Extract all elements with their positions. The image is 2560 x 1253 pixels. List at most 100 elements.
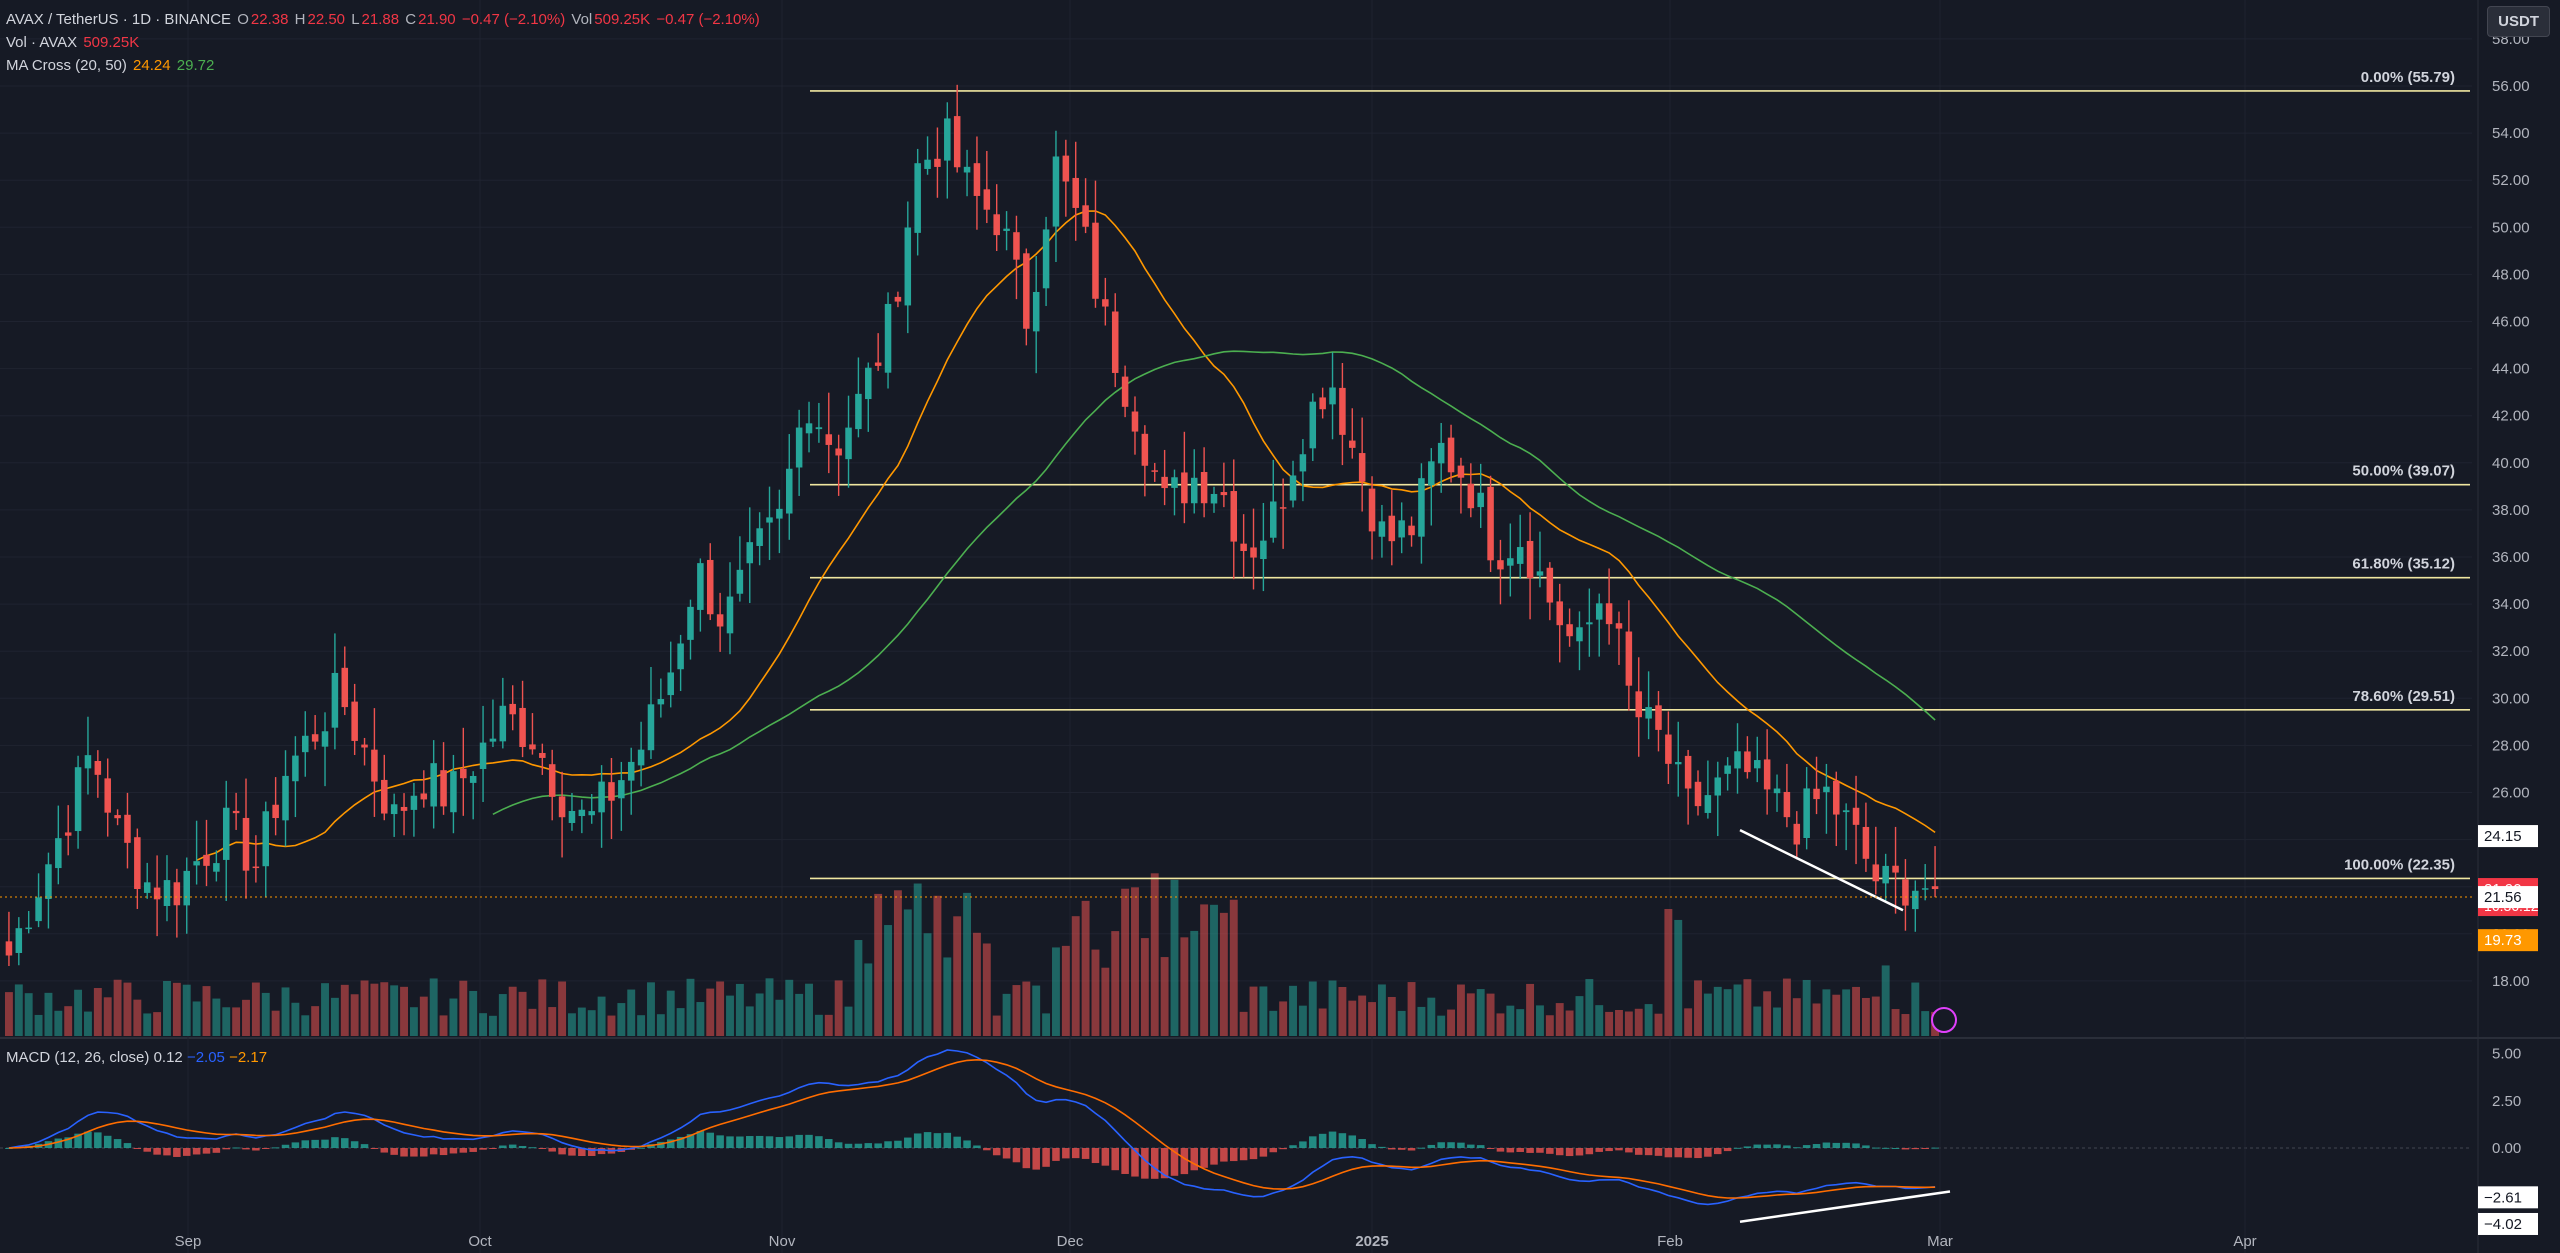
- price-tick-label: 26.00: [2492, 785, 2530, 802]
- volume-bar: [893, 890, 902, 1036]
- macd-histogram-bar: [1605, 1148, 1613, 1152]
- volume-bar: [1131, 887, 1139, 1036]
- macd-histogram-bar: [439, 1148, 448, 1156]
- macd-histogram-bar: [894, 1140, 902, 1148]
- candle-body: [292, 755, 299, 782]
- volume-bar: [54, 1010, 63, 1036]
- macd-histogram-bar: [143, 1148, 151, 1152]
- volume-bar: [686, 978, 695, 1036]
- symbol-name[interactable]: AVAX / TetherUS · 1D · BINANCE: [6, 11, 232, 28]
- candle-body: [618, 780, 625, 799]
- macd-histogram-bar: [1852, 1143, 1860, 1148]
- volume-bar: [696, 1002, 705, 1036]
- volume-bar: [1338, 986, 1347, 1036]
- legend-ma-row[interactable]: MA Cross (20, 50) 24.24 29.72: [6, 54, 762, 77]
- candle-body: [1744, 751, 1751, 773]
- candle-body: [1270, 501, 1277, 538]
- candle-body: [904, 227, 912, 306]
- price-tick-label: 44.00: [2492, 361, 2530, 378]
- candle-body: [1833, 780, 1840, 815]
- macd-histogram-bar: [726, 1136, 734, 1148]
- volume-bar: [1822, 989, 1831, 1036]
- macd-histogram-bar: [390, 1148, 398, 1155]
- volume-bar: [360, 980, 369, 1036]
- candle-body: [874, 362, 882, 366]
- time-tick-label: Dec: [1057, 1233, 1084, 1250]
- candlesticks: [5, 84, 1939, 967]
- low-label: L: [351, 11, 360, 28]
- volume-bar: [1308, 981, 1317, 1036]
- candle-body: [924, 159, 931, 169]
- candle-body: [1092, 222, 1099, 299]
- volume-bar: [143, 1013, 152, 1036]
- legend-volume-row[interactable]: Vol · AVAX 509.25K: [6, 31, 762, 54]
- candle-body: [341, 667, 349, 708]
- macd-histogram-bar: [943, 1132, 952, 1148]
- candle-body: [657, 699, 665, 705]
- volume-indicator-label: Vol · AVAX: [6, 34, 78, 51]
- candle-body: [726, 596, 734, 634]
- macd-histogram-bar: [1318, 1133, 1327, 1148]
- fibonacci-levels: 0.00% (55.79) 50.00% (39.07) 61.80% (35.12…: [810, 69, 2470, 880]
- macd-histogram-bar: [103, 1135, 112, 1148]
- macd-histogram-bar: [113, 1139, 122, 1148]
- candle-body: [1655, 705, 1662, 730]
- macd-histogram-bar: [1842, 1142, 1850, 1148]
- macd-histogram-bar: [864, 1143, 873, 1148]
- macd-histogram-bar: [1536, 1148, 1544, 1153]
- price-tick-label: 36.00: [2492, 549, 2530, 566]
- volume-bar: [44, 992, 53, 1036]
- candle-body: [450, 771, 457, 813]
- candle-body: [1299, 454, 1307, 472]
- candle-body: [1309, 401, 1317, 449]
- volume-bar: [1733, 984, 1742, 1036]
- volume-bar: [242, 999, 250, 1036]
- macd-histogram-bar: [311, 1139, 319, 1148]
- macd-histogram-bar: [94, 1132, 102, 1148]
- macd-histogram-bar: [1230, 1148, 1238, 1162]
- candle-body: [124, 814, 131, 843]
- volume-bar: [824, 1014, 833, 1036]
- candle-body: [15, 928, 23, 953]
- macd-histogram-bar: [1555, 1148, 1564, 1156]
- currency-selector[interactable]: USDT: [2487, 6, 2550, 37]
- macd-histogram-bar: [192, 1148, 201, 1155]
- candle-body: [1536, 571, 1544, 576]
- macd-histogram-bar: [222, 1148, 230, 1150]
- macd-histogram-bar: [1506, 1148, 1515, 1153]
- volume-bar: [666, 990, 675, 1036]
- high-label: H: [294, 11, 306, 28]
- macd-histogram-bar: [923, 1132, 932, 1148]
- volume-bar: [34, 1014, 43, 1036]
- volume-bar: [647, 982, 655, 1036]
- candle-body: [1912, 890, 1919, 910]
- volume-bar: [933, 895, 942, 1036]
- candle-body: [420, 793, 428, 800]
- volume-bar: [1447, 1009, 1456, 1036]
- candle-body: [1368, 488, 1376, 532]
- volume-bar: [1229, 899, 1238, 1036]
- price-badge-text: 21.56: [2484, 889, 2522, 906]
- volume-bar: [350, 994, 359, 1036]
- candle-body: [1141, 433, 1149, 466]
- candle-body: [1674, 762, 1682, 765]
- volume-bar: [1713, 986, 1722, 1036]
- volume-bar: [1002, 993, 1011, 1036]
- volume-bar: [459, 980, 468, 1036]
- macd-histogram-bar: [1378, 1146, 1386, 1148]
- macd-legend[interactable]: MACD (12, 26, close) 0.12 −2.05 −2.17: [6, 1049, 267, 1066]
- volume-bar: [479, 1013, 488, 1036]
- volume-bar: [745, 1006, 754, 1036]
- close-label: C: [405, 11, 417, 28]
- volume-bar: [1516, 1009, 1525, 1036]
- price-badge-text: 19.73: [2484, 932, 2522, 949]
- macd-badge: [2478, 1186, 2538, 1209]
- price-tick-label: 38.00: [2492, 502, 2530, 519]
- macd-histogram-bar: [64, 1137, 72, 1148]
- candle-body: [1763, 759, 1771, 790]
- macd-histogram-bar: [1111, 1148, 1119, 1171]
- volume-bar: [1061, 945, 1070, 1036]
- macd-histogram-bar: [1407, 1148, 1416, 1151]
